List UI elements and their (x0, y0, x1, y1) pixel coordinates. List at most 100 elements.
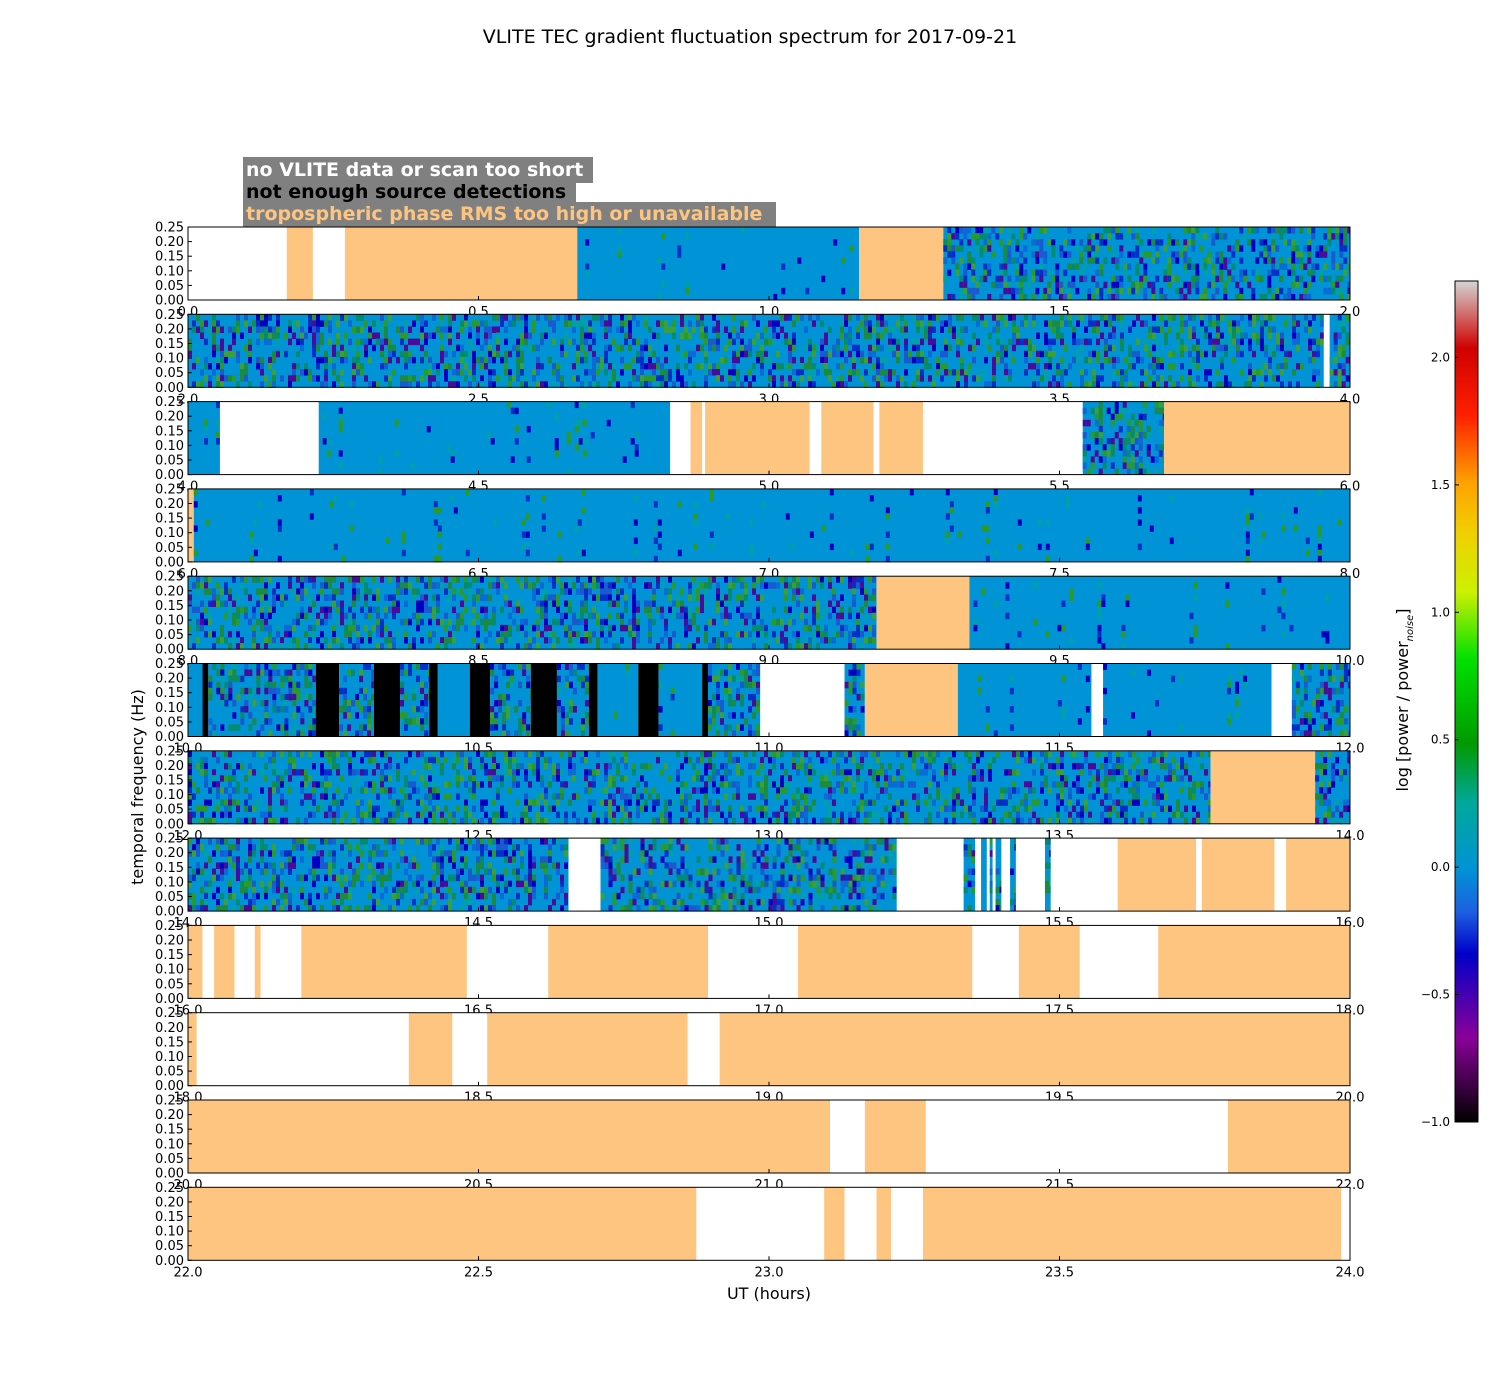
spectrum-cell (444, 576, 448, 583)
spectrum-cell (876, 332, 880, 340)
spectrum-cell (1019, 275, 1024, 283)
spectrum-cell (1347, 681, 1350, 689)
no-data-segment (922, 401, 1083, 475)
spectrum-cell (1045, 630, 1050, 638)
spectrum-cell (632, 787, 636, 794)
spectrum-cell (1335, 663, 1340, 670)
spectrum-cell (1303, 263, 1308, 270)
spectrum-cell (408, 381, 412, 388)
spectrum-cell (1114, 432, 1119, 439)
spectrum-cell (1255, 227, 1260, 234)
spectrum-cell (450, 450, 455, 457)
spectrum-cell (388, 811, 392, 819)
spectrum-cell (208, 787, 212, 794)
spectrum-cell (484, 769, 488, 776)
spectrum-cell (520, 350, 524, 358)
spectrum-cell (328, 643, 332, 650)
spectrum-cell (1120, 314, 1124, 321)
spectrum-cell (384, 817, 388, 825)
spectrum-cell (959, 257, 964, 264)
spectrum-cell (1187, 227, 1192, 234)
spectrum-cell (264, 375, 268, 382)
spectrum-cell (1224, 314, 1228, 321)
spectrum-cell (359, 675, 364, 683)
spectrum-cell (552, 381, 556, 388)
spectrum-cell (959, 275, 964, 283)
spectrum-cell (808, 643, 812, 650)
spectrum-cell (428, 381, 432, 388)
spectrum-cell (280, 693, 285, 701)
spectrum-cell (500, 576, 504, 583)
data-segment (1103, 663, 1272, 737)
spectrum-cell (648, 606, 652, 614)
spectrum-cell (572, 618, 576, 626)
spectrum-cell (707, 669, 712, 677)
spectrum-cell (564, 700, 569, 707)
spectrum-cell (408, 750, 412, 758)
spectrum-cell (784, 594, 788, 601)
spectrum-cell (244, 320, 248, 327)
spectrum-cell (236, 630, 240, 638)
spectrum-cell (277, 525, 282, 532)
spectrum-cell (444, 756, 448, 764)
spectrum-cell (872, 362, 876, 370)
spectrum-cell (272, 700, 277, 707)
spectrum-cell (848, 630, 852, 638)
spectrum-cell (640, 350, 644, 358)
spectrum-cell (748, 381, 752, 388)
spectrum-cell (747, 663, 752, 670)
spectrum-cell (1261, 624, 1266, 632)
spectrum-cell (332, 762, 336, 770)
spectrum-cell (525, 494, 530, 502)
spectrum-cell (530, 687, 531, 695)
spectrum-cell (1191, 245, 1196, 252)
spectrum-cell (356, 811, 360, 819)
spectrum-cell (1204, 375, 1208, 382)
spectrum-cell (1277, 576, 1282, 583)
spectrum-cell (472, 594, 476, 601)
spectrum-cell (981, 525, 986, 532)
spectrum-cell (1188, 381, 1192, 388)
spectrum-cell (731, 730, 736, 737)
no-data-segment (219, 401, 319, 475)
spectrum-cell (308, 706, 313, 713)
spectrum-cell (848, 576, 852, 583)
spectrum-cell (536, 588, 540, 595)
spectrum-cell (1055, 269, 1060, 277)
spectrum-cell (1335, 700, 1340, 707)
spectrum-cell (456, 381, 460, 388)
spectrum-cell (740, 600, 744, 608)
spectrum-cell (836, 381, 840, 388)
spectrum-cell (324, 350, 328, 358)
spectrum-cell (708, 576, 712, 583)
spectrum-cell (444, 781, 448, 788)
spectrum-cell (792, 320, 796, 327)
spectrum-cell (328, 320, 332, 327)
spectrum-cell (508, 811, 512, 819)
spectrum-cell (504, 362, 508, 370)
spectrum-cell (1143, 251, 1148, 258)
spectrum-cell (332, 381, 336, 388)
spectrum-cell (1232, 326, 1236, 333)
spectrum-cell (592, 612, 596, 620)
spectrum-cell (1325, 637, 1330, 644)
spectrum-cell (1289, 624, 1294, 632)
spectrum-cell (460, 600, 464, 608)
spectrum-cell (1152, 381, 1156, 388)
spectrum-cell (740, 630, 744, 638)
spectrum-cell (484, 606, 488, 614)
spectrum-cell (741, 227, 746, 234)
spectrum-cell (577, 519, 582, 526)
spectrum-cell (959, 287, 964, 295)
spectrum-cell (408, 375, 412, 382)
spectrum-cell (1147, 669, 1152, 677)
spectrum-cell (312, 724, 316, 731)
spectrum-cell (1264, 314, 1268, 321)
spectrum-cell (628, 630, 632, 638)
chart-title: VLITE TEC gradient fluctuation spectrum … (483, 26, 1017, 48)
spectrum-cell (1279, 263, 1284, 270)
spectrum-cell (400, 381, 404, 388)
spectrum-cell (1329, 356, 1334, 364)
spectrum-cell (692, 594, 696, 601)
